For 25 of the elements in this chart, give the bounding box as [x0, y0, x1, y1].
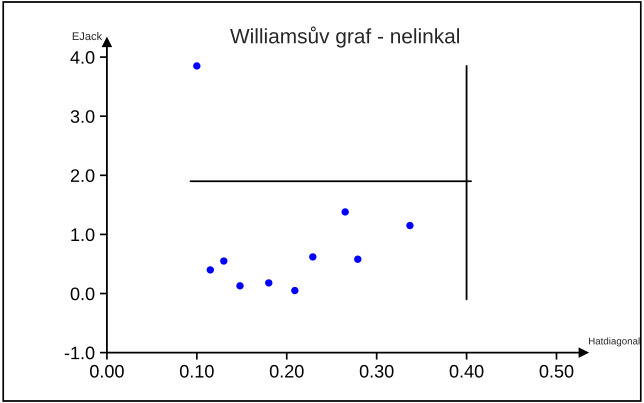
x-tick-label: 0.00 — [90, 364, 124, 378]
point — [206, 266, 214, 274]
y-axis-title: EJack — [72, 32, 102, 40]
point — [406, 222, 414, 230]
point — [193, 62, 200, 70]
chart-title: Williamsův graf - nelinkal — [230, 26, 459, 48]
point — [236, 282, 244, 290]
x-tick-label: 0.40 — [450, 364, 484, 378]
y-tick-label: 4.0 — [70, 51, 94, 64]
point — [220, 257, 228, 265]
y-tick-label: 3.0 — [70, 110, 94, 123]
x-tick-label: 0.20 — [270, 364, 304, 378]
point — [265, 279, 272, 287]
point — [342, 208, 349, 216]
point — [354, 256, 362, 263]
y-tick-label: 0.0 — [70, 287, 94, 300]
x-tick-label: 0.50 — [540, 364, 574, 378]
x-axis-title: Hatdiagonal — [589, 337, 640, 346]
x-tick-label: 0.30 — [360, 364, 394, 378]
y-tick-label: 1.0 — [71, 228, 94, 242]
y-tick-label: 2.0 — [70, 169, 94, 182]
point — [291, 286, 299, 294]
y-tick-label: -1.0 — [64, 346, 94, 360]
x-tick-label: 0.10 — [180, 364, 214, 378]
point — [309, 253, 316, 261]
